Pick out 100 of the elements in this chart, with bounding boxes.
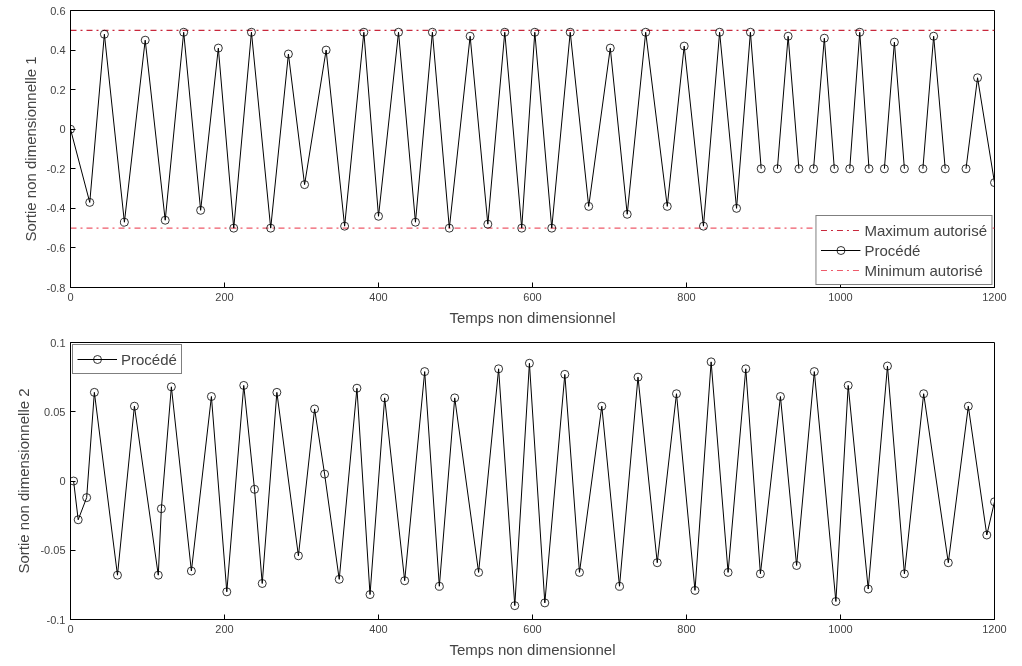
- point: [855, 27, 865, 37]
- point: [266, 223, 276, 233]
- point: [772, 164, 782, 174]
- x-tick-label: 1000: [828, 290, 853, 303]
- point: [500, 27, 510, 37]
- point: [919, 389, 929, 399]
- point: [530, 27, 540, 37]
- point: [829, 164, 839, 174]
- point: [257, 579, 267, 588]
- x-tick-label: 1200: [982, 290, 1007, 303]
- point: [510, 601, 520, 611]
- x-tick-label: 400: [369, 290, 388, 303]
- point: [196, 205, 206, 215]
- point: [690, 586, 700, 595]
- point: [831, 597, 841, 606]
- legend-label: Minimum autorisé: [864, 261, 983, 279]
- y-tick-label: 0.05: [44, 405, 66, 418]
- point: [300, 180, 309, 190]
- x-tick-label: 1200: [982, 622, 1007, 635]
- point: [340, 221, 350, 231]
- point: [153, 570, 163, 580]
- point: [845, 164, 855, 174]
- y-tick-label: -0.05: [40, 544, 66, 557]
- point: [465, 31, 475, 41]
- point: [222, 587, 232, 597]
- point: [247, 27, 256, 37]
- point: [746, 27, 755, 37]
- point: [863, 584, 873, 594]
- point: [411, 217, 420, 227]
- point: [794, 164, 804, 174]
- y-tick-label: 0.1: [50, 336, 66, 349]
- legend-label: Procédé: [864, 241, 921, 259]
- point: [776, 392, 785, 401]
- point: [633, 372, 643, 382]
- point: [929, 31, 939, 41]
- y-tick-label: 0.2: [50, 83, 66, 96]
- y-tick-label: -0.2: [46, 162, 66, 175]
- point: [963, 401, 973, 411]
- point: [120, 217, 129, 227]
- point: [179, 27, 189, 37]
- point: [82, 493, 92, 503]
- point: [890, 37, 899, 47]
- point: [70, 476, 78, 486]
- point: [918, 164, 928, 174]
- y-axis-title: Sortie non dimensionnelle 2: [15, 388, 33, 574]
- point: [672, 389, 681, 399]
- x-tick-label: 0: [67, 290, 74, 303]
- y-tick-label: 0: [59, 475, 66, 487]
- point: [652, 558, 662, 568]
- point: [756, 164, 766, 174]
- point: [540, 598, 550, 608]
- point: [900, 569, 909, 579]
- point: [229, 223, 239, 233]
- point: [156, 504, 166, 514]
- point: [560, 369, 570, 379]
- point: [186, 566, 196, 576]
- point: [294, 551, 303, 561]
- point: [166, 382, 176, 392]
- point: [943, 558, 953, 568]
- point: [359, 27, 369, 37]
- point: [213, 43, 223, 53]
- x-tick-label: 0: [67, 622, 74, 635]
- point: [474, 568, 483, 577]
- point: [756, 569, 765, 579]
- y-tick-label: -0.4: [46, 202, 66, 215]
- point: [89, 387, 99, 397]
- point: [434, 581, 444, 591]
- point: [517, 223, 527, 233]
- point: [547, 223, 557, 233]
- point: [250, 484, 259, 494]
- y-axis-title: Sortie non dimensionnelle 1: [21, 56, 39, 242]
- y-tick-label: -0.8: [46, 281, 66, 294]
- point: [140, 35, 150, 45]
- point: [706, 357, 716, 367]
- y-tick-label: 0.6: [50, 4, 66, 17]
- point: [982, 530, 992, 540]
- point: [575, 568, 584, 577]
- point: [130, 401, 139, 411]
- point: [310, 404, 319, 414]
- point: [741, 364, 751, 374]
- point: [444, 223, 454, 233]
- x-axis-title: Temps non dimensionnel: [449, 640, 616, 658]
- x-tick-label: 800: [677, 290, 696, 303]
- point: [494, 364, 504, 374]
- x-tick-label: 800: [677, 622, 696, 635]
- point: [113, 570, 122, 580]
- point: [284, 49, 293, 59]
- x-tick-label: 1000: [828, 622, 853, 635]
- point: [879, 164, 889, 174]
- point: [732, 203, 741, 213]
- point: [584, 201, 594, 211]
- x-axis-title: Temps non dimensionnel: [449, 308, 616, 326]
- point: [394, 27, 403, 37]
- y-tick-label: -0.6: [46, 241, 66, 254]
- y-tick-label: 0: [59, 123, 66, 136]
- point: [207, 392, 216, 401]
- y-tick-label: 0.4: [50, 44, 66, 57]
- point: [99, 29, 109, 39]
- point: [321, 45, 331, 55]
- point: [239, 381, 249, 390]
